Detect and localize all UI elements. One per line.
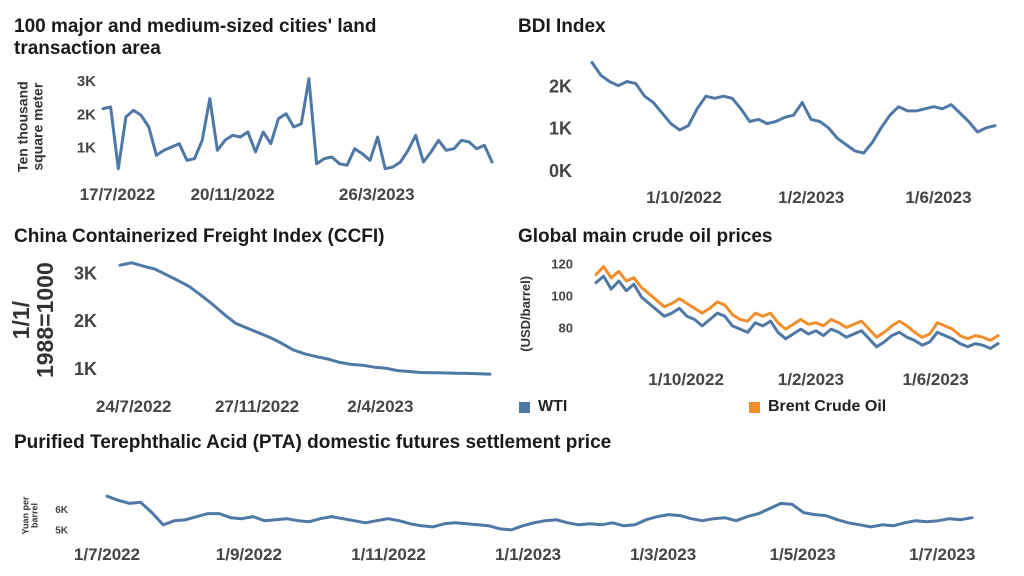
ccfi-chart-title: China Containerized Freight Index (CCFI)	[14, 226, 385, 247]
land-series-line	[101, 77, 494, 171]
bdi-x-tick-label: 1/2/2023	[778, 188, 844, 207]
oil-x-tick-label: 1/6/2023	[903, 370, 969, 389]
legend-wti-label: WTI	[538, 398, 568, 415]
pta-x-tick-label: 1/3/2023	[630, 545, 696, 564]
pta-y-tick-label: 5K	[55, 526, 69, 537]
land-x-tick-label: 17/7/2022	[80, 185, 156, 204]
ccfi-x-tick-label: 24/7/2022	[96, 397, 172, 416]
land-x-tick-label: 20/11/2022	[191, 185, 275, 204]
ccfi-x-tick-label: 27/11/2022	[215, 397, 299, 416]
wti-swatch	[519, 401, 530, 413]
ccfi-y-tick-label: 1K	[74, 359, 97, 379]
pta-chart-title: Purified Terephthalic Acid (PTA) domesti…	[14, 432, 612, 453]
oil-series-wti	[594, 274, 1000, 350]
pta-x-tick-label: 1/7/2023	[909, 545, 975, 564]
legend-wti: WTI	[519, 398, 567, 416]
land-y-tick-label: 1K	[77, 140, 96, 157]
ccfi-y-tick-label: 2K	[74, 311, 97, 331]
legend-brent-label: Brent Crude Oil	[768, 398, 887, 415]
oil-y-tick-label: 80	[559, 321, 573, 336]
land-chart-title: 100 major and medium-sized cities' land …	[14, 16, 377, 59]
pta-x-tick-label: 1/1/2023	[495, 545, 561, 564]
oil-chart-title: Global main crude oil prices	[518, 226, 773, 247]
bdi-x-tick-label: 1/10/2022	[646, 188, 722, 207]
ccfi-series-line	[118, 261, 492, 376]
oil-y-tick-label: 100	[551, 289, 573, 304]
bdi-y-tick-label: 2K	[549, 77, 572, 97]
pta-series-line	[105, 494, 974, 532]
ccfi-y-tick-label: 3K	[74, 263, 97, 283]
bdi-series-line	[590, 61, 997, 155]
ccfi-x-tick-label: 2/4/2023	[347, 397, 413, 416]
land-x-tick-label: 26/3/2023	[339, 185, 415, 204]
pta-x-tick-label: 1/5/2023	[770, 545, 836, 564]
pta-x-tick-label: 1/9/2022	[216, 545, 282, 564]
land-y-tick-label: 2K	[77, 106, 96, 123]
oil-y-tick-label: 120	[551, 256, 573, 271]
pta-x-tick-label: 1/7/2022	[74, 545, 140, 564]
legend-brent: Brent Crude Oil	[749, 398, 886, 416]
pta-x-tick-label: 1/11/2022	[351, 545, 426, 564]
bdi-chart-title: BDI Index	[518, 16, 606, 37]
oil-x-tick-label: 1/2/2023	[778, 370, 844, 389]
oil-x-tick-label: 1/10/2022	[648, 370, 724, 389]
bdi-x-tick-label: 1/6/2023	[905, 188, 971, 207]
bdi-y-tick-label: 1K	[549, 119, 572, 139]
bdi-y-tick-label: 0K	[549, 161, 572, 181]
oil-series-brent-crude-oil	[594, 265, 1000, 342]
pta-y-tick-label: 6K	[55, 505, 69, 516]
brent-swatch	[749, 401, 760, 413]
land-y-tick-label: 3K	[77, 73, 96, 90]
